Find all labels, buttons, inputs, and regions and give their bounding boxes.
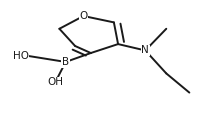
Text: HO: HO — [13, 51, 29, 61]
Text: B: B — [62, 57, 69, 67]
Text: O: O — [79, 11, 88, 21]
Text: N: N — [141, 45, 149, 55]
Text: OH: OH — [47, 77, 63, 87]
